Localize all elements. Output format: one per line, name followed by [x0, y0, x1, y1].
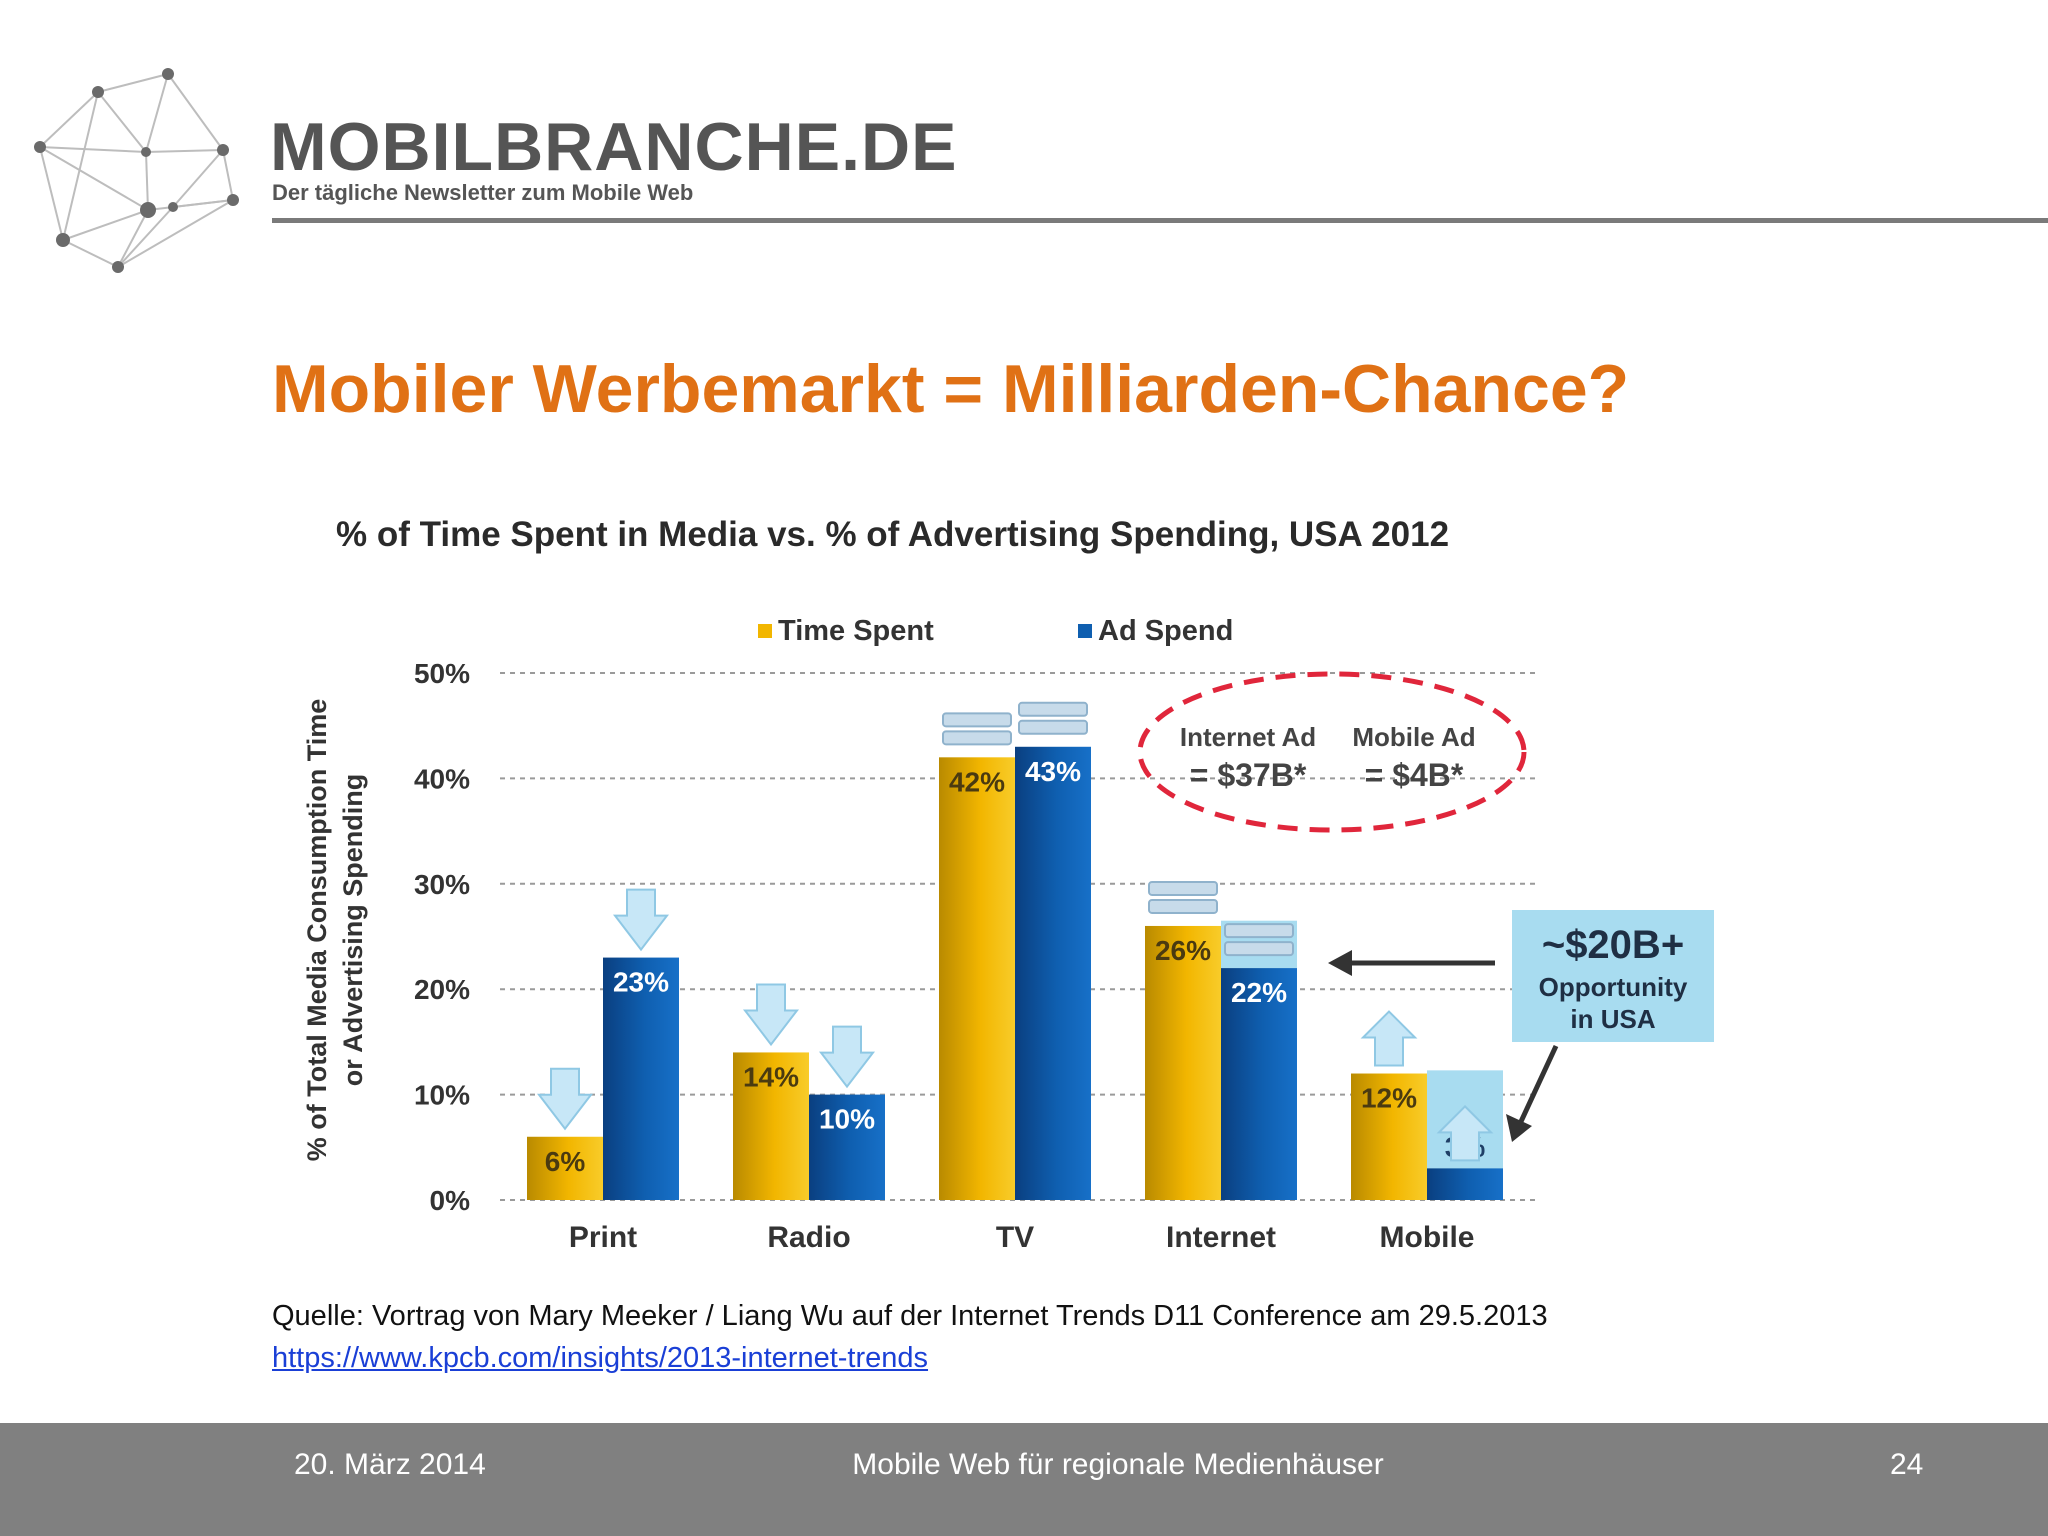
network-logo-icon — [34, 68, 239, 273]
opportunity-box — [1512, 910, 1714, 1042]
bar-time-spent-print — [527, 1136, 603, 1200]
bar-ad-spend-internet — [1221, 968, 1297, 1200]
y-tick-label: 0% — [430, 1185, 471, 1216]
header-divider — [272, 218, 2048, 223]
data-label: 10% — [819, 1104, 875, 1135]
y-tick-label: 50% — [414, 658, 470, 689]
bar-ad-spend-mobile — [1427, 1168, 1503, 1200]
footer-date: 20. März 2014 — [294, 1448, 486, 1481]
bar-time-spent-mobile — [1351, 1073, 1427, 1200]
bar-ad-spend-print — [603, 957, 679, 1200]
ad-total-annotation: Internet Ad = $37B* Mobile Ad = $4B* — [1137, 671, 1527, 833]
mobile-ad-label: Mobile Ad — [1352, 722, 1475, 752]
y-axis-title-line1: % of Total Media Consumption Time — [302, 699, 332, 1162]
bar-time-spent-radio — [733, 1052, 809, 1200]
equal-sign-icon — [942, 712, 1012, 728]
legend-swatch-ad-spend — [1078, 624, 1092, 638]
mobile-ad-value: = $4B* — [1365, 757, 1464, 793]
y-axis-title-line2: or Advertising Spending — [338, 774, 368, 1087]
y-tick-label: 30% — [414, 869, 470, 900]
arrow-up-icon — [1360, 1010, 1418, 1067]
source-citation: Quelle: Vortrag von Mary Meeker / Liang … — [272, 1300, 1548, 1332]
x-tick-label: Internet — [1166, 1221, 1276, 1254]
bar-time-spent-tv — [939, 757, 1015, 1200]
data-label: 23% — [613, 967, 669, 998]
footer-presentation-title: Mobile Web für regionale Medienhäuser — [852, 1448, 1384, 1481]
bar-ad-spend-radio — [809, 1094, 885, 1200]
data-label: 42% — [949, 766, 1005, 797]
source-link[interactable]: https://www.kpcb.com/insights/2013-inter… — [272, 1342, 929, 1374]
legend: Time Spent Ad Spend — [758, 615, 1233, 647]
x-tick-label: Mobile — [1380, 1221, 1475, 1254]
y-tick-label: 40% — [414, 763, 470, 794]
footer-bar — [0, 1423, 2048, 1536]
legend-label-ad-spend: Ad Spend — [1098, 615, 1233, 647]
brand-tagline: Der tägliche Newsletter zum Mobile Web — [272, 180, 694, 205]
equal-sign-icon — [1018, 719, 1088, 735]
legend-label-time-spent: Time Spent — [778, 615, 934, 647]
brand-name: MOBILBRANCHE.DE — [270, 109, 958, 185]
x-tick-label: Print — [569, 1221, 637, 1254]
data-label: 12% — [1361, 1083, 1417, 1114]
y-tick-label: 10% — [414, 1080, 470, 1111]
equal-sign-icon — [1224, 941, 1294, 957]
arrow-up-icon — [1436, 1104, 1494, 1162]
bar-ad-spend-tv — [1015, 746, 1091, 1200]
arrow-down-icon — [612, 888, 670, 952]
equal-sign-icon — [1018, 701, 1088, 717]
slide-title: Mobiler Werbemarkt = Milliarden-Chance? — [272, 351, 1630, 427]
data-label: 6% — [545, 1146, 586, 1177]
y-tick-label: 20% — [414, 974, 470, 1005]
equal-sign-icon — [1148, 898, 1218, 914]
arrow-left-icon — [1328, 950, 1495, 976]
x-tick-label: TV — [996, 1221, 1034, 1254]
bar-time-spent-internet — [1145, 925, 1221, 1200]
data-label: 22% — [1231, 977, 1287, 1008]
legend-swatch-time-spent — [758, 624, 772, 638]
equal-sign-icon — [1224, 923, 1294, 939]
equal-sign-icon — [942, 730, 1012, 746]
opportunity-callout: ~$20B+ Opportunity in USA — [1328, 910, 1714, 1142]
footer-page-number: 24 — [1890, 1448, 1924, 1481]
opportunity-line1: Opportunity — [1539, 972, 1688, 1002]
arrow-down-icon — [742, 983, 800, 1047]
arrow-down-icon — [536, 1067, 594, 1131]
opportunity-amount: ~$20B+ — [1542, 923, 1684, 967]
internet-ad-value: = $37B* — [1190, 757, 1307, 793]
data-label: 26% — [1155, 935, 1211, 966]
arrow-down-left-icon — [1506, 1044, 1559, 1142]
dashed-ellipse — [1137, 671, 1527, 833]
x-tick-label: Radio — [767, 1221, 850, 1254]
chart-title: % of Time Spent in Media vs. % of Advert… — [336, 515, 1449, 554]
chart: % of Time Spent in Media vs. % of Advert… — [302, 515, 1714, 1254]
arrow-down-icon — [818, 1025, 876, 1089]
internet-ad-label: Internet Ad — [1180, 722, 1316, 752]
opportunity-line2: in USA — [1570, 1004, 1655, 1034]
data-label: 43% — [1025, 756, 1081, 787]
data-label: 14% — [743, 1061, 799, 1092]
equal-sign-icon — [1148, 880, 1218, 896]
